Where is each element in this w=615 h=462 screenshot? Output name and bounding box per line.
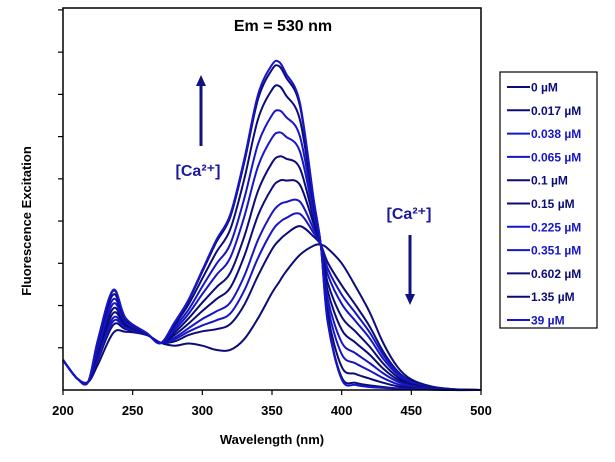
down-arrowhead-icon [405,294,415,305]
legend-label: 0.065 µM [531,150,581,164]
series-lines [62,59,482,392]
annotation-ca-down: [Ca²⁺] [387,206,432,223]
series-line-0 [62,243,482,391]
series-line-4 [62,179,482,391]
x-ticks: 200 250 300 350 400 450 500 [52,390,492,418]
x-axis-label: Wavelength (nm) [220,432,324,447]
y-ticks [58,9,63,349]
series-line-6 [62,131,482,391]
x-tick-label: 250 [122,403,144,418]
y-axis-label: Fluorescence Excitation [19,146,34,296]
legend-label: 0.225 µM [531,220,581,234]
series-line-8 [62,84,482,392]
x-tick-label: 450 [400,403,422,418]
legend-label: 0.15 µM [531,197,575,211]
legend-label: 0.038 µM [531,127,581,141]
series-line-2 [62,212,482,391]
legend-label: 0.602 µM [531,267,581,281]
legend [499,71,598,329]
series-line-5 [62,155,482,391]
series-line-3 [62,198,482,391]
chart-title: Em = 530 nm [234,18,332,35]
legend-entries: 0 µM 0.017 µM 0.038 µM 0.065 µM 0.1 µM 0.15 µ… [507,81,581,328]
x-tick-label: 400 [331,403,353,418]
x-tick-label: 500 [470,403,492,418]
series-line-10 [62,59,482,392]
legend-label: 0 µM [531,81,558,95]
legend-label: 0.1 µM [531,174,568,188]
legend-label: 1.35 µM [531,290,575,304]
x-tick-label: 350 [261,403,283,418]
x-tick-label: 200 [52,403,74,418]
legend-label: 0.351 µM [531,244,581,258]
legend-label: 0.017 µM [531,104,581,118]
legend-label: 39 µM [531,314,565,328]
annotation-ca-up: [Ca²⁺] [176,163,221,180]
x-tick-label: 300 [191,403,213,418]
up-arrowhead-icon [196,75,206,86]
series-line-1 [62,225,482,391]
